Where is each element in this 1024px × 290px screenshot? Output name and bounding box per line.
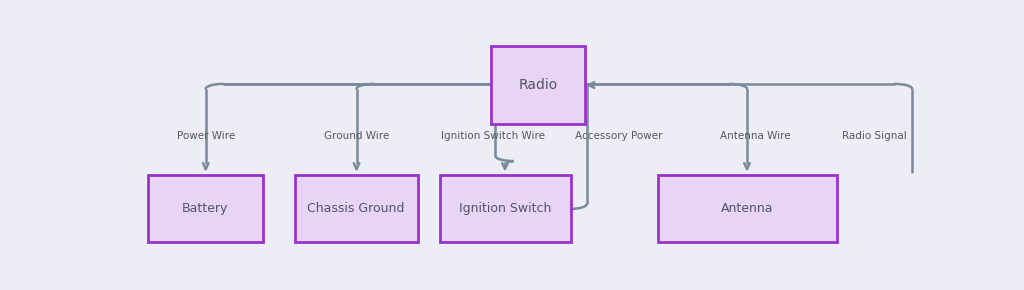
FancyBboxPatch shape: [658, 175, 837, 242]
Text: Accessory Power: Accessory Power: [574, 131, 663, 142]
Text: Antenna: Antenna: [721, 202, 774, 215]
Text: Battery: Battery: [182, 202, 228, 215]
Text: Antenna Wire: Antenna Wire: [720, 131, 791, 142]
Text: Radio: Radio: [519, 78, 558, 92]
Text: Ground Wire: Ground Wire: [324, 131, 389, 142]
FancyBboxPatch shape: [440, 175, 570, 242]
Text: Ignition Switch Wire: Ignition Switch Wire: [441, 131, 545, 142]
Text: Ignition Switch: Ignition Switch: [459, 202, 552, 215]
FancyBboxPatch shape: [147, 175, 263, 242]
FancyBboxPatch shape: [295, 175, 418, 242]
Text: Radio Signal: Radio Signal: [842, 131, 906, 142]
Text: Chassis Ground: Chassis Ground: [307, 202, 404, 215]
FancyBboxPatch shape: [492, 46, 585, 124]
Text: Power Wire: Power Wire: [177, 131, 234, 142]
